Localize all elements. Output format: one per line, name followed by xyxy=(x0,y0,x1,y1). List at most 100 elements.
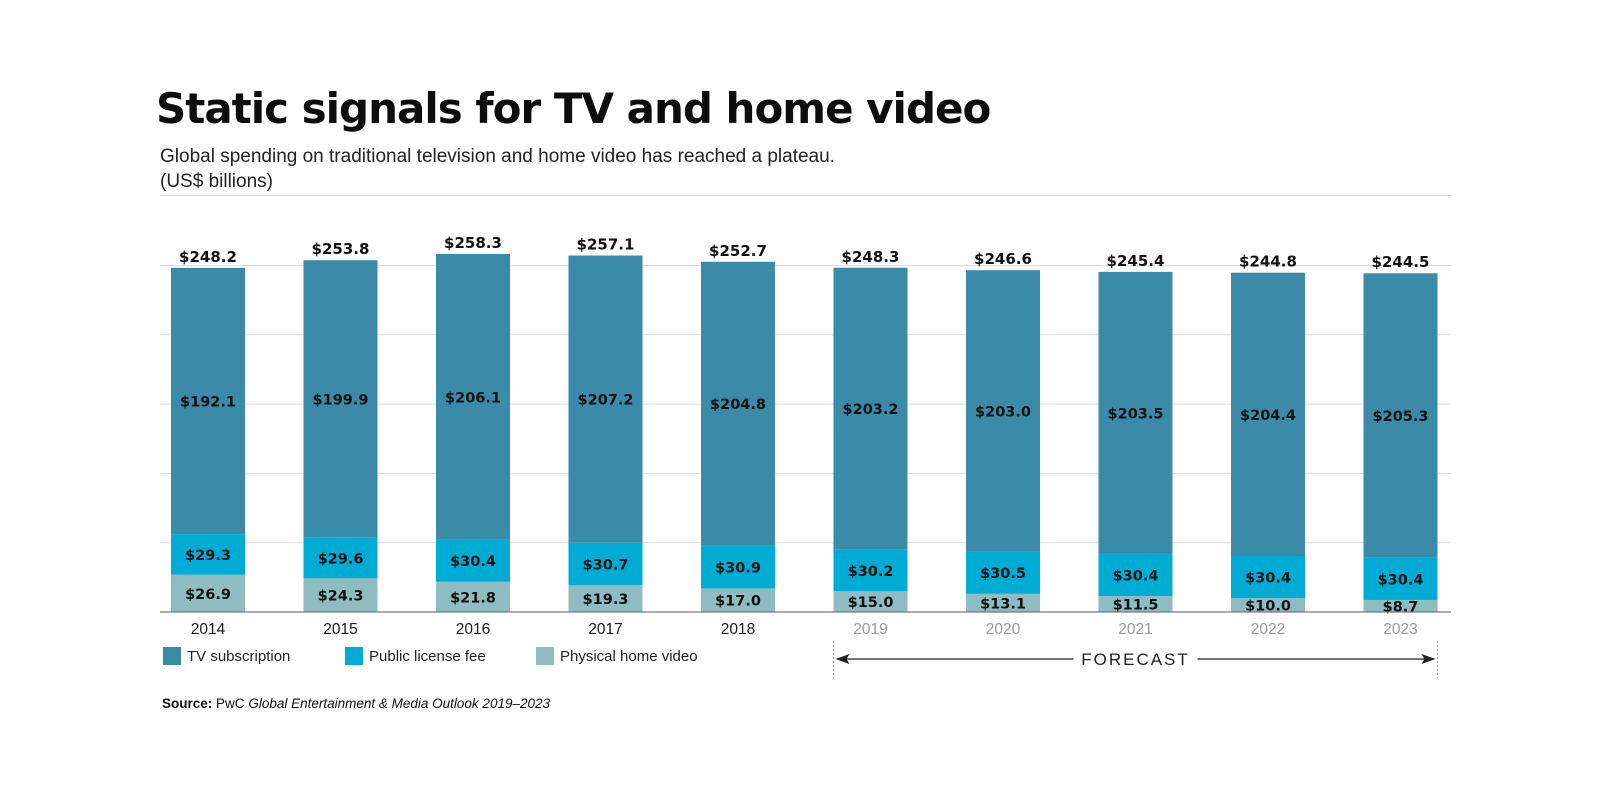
data-label: $21.8 xyxy=(450,590,496,606)
data-label: $204.4 xyxy=(1240,408,1296,424)
x-tick-label: 2023 xyxy=(1383,621,1417,638)
bar-segment xyxy=(1098,271,1173,554)
total-label: $245.4 xyxy=(1107,252,1165,270)
bar-segment xyxy=(568,542,643,586)
bar-segment xyxy=(1363,557,1438,600)
data-label: $203.5 xyxy=(1108,406,1164,422)
bar-segment xyxy=(568,585,643,612)
bar-segment xyxy=(1363,273,1438,558)
data-label: $30.5 xyxy=(980,566,1026,582)
bar-segment xyxy=(1098,553,1173,597)
legend-swatch-tv-subscription xyxy=(163,647,181,665)
source-publication: Global Entertainment & Media Outlook 201… xyxy=(248,696,551,711)
data-label: $17.0 xyxy=(715,594,761,610)
bar-segment xyxy=(966,593,1040,612)
data-label: $30.4 xyxy=(1378,572,1424,588)
data-label: $30.4 xyxy=(1113,568,1159,584)
source-note: Source: PwC Global Entertainment & Media… xyxy=(162,696,550,711)
arrow-left-icon xyxy=(835,654,850,664)
subtitle-line-1: Global spending on traditional televisio… xyxy=(160,146,835,167)
data-label: $30.4 xyxy=(1245,571,1291,587)
bar-segment xyxy=(436,539,510,582)
legend-swatch-public-license-fee xyxy=(345,647,363,665)
bar-segment xyxy=(833,591,908,612)
forecast-label: FORECAST xyxy=(1081,650,1190,669)
data-label: $8.7 xyxy=(1383,599,1419,615)
legend-item-tv-subscription: TV subscription xyxy=(163,647,290,665)
bar-segment xyxy=(701,588,775,612)
source-label: Source: xyxy=(162,696,213,711)
data-label: $30.4 xyxy=(450,554,496,570)
data-label: $203.2 xyxy=(843,402,899,418)
bar-segment xyxy=(171,574,245,612)
bar-segment xyxy=(1231,556,1305,599)
x-tick-label: 2019 xyxy=(853,621,887,638)
data-label: $11.5 xyxy=(1113,598,1159,614)
total-label: $248.3 xyxy=(842,248,900,266)
legend-item-public-license-fee: Public license fee xyxy=(345,647,486,665)
data-label: $199.9 xyxy=(313,392,369,408)
bar-segment xyxy=(171,534,245,575)
legend-label-physical-home-video: Physical home video xyxy=(560,647,698,665)
bar-segment xyxy=(568,255,643,543)
header-divider xyxy=(160,195,1451,196)
x-tick-label: 2015 xyxy=(323,621,357,638)
bar-segment xyxy=(966,551,1040,594)
legend-swatch-physical-home-video xyxy=(536,647,554,665)
chart-subtitle: Global spending on traditional televisio… xyxy=(160,144,1060,194)
data-label: $206.1 xyxy=(445,390,501,406)
bar-segment xyxy=(1231,272,1305,557)
bar-segment xyxy=(1098,596,1173,612)
data-label: $204.8 xyxy=(710,397,766,413)
data-label: $30.7 xyxy=(583,557,629,573)
bar-segment xyxy=(701,261,775,546)
total-label: $258.3 xyxy=(444,234,502,252)
bar-segment xyxy=(966,270,1040,552)
data-label: $19.3 xyxy=(583,592,629,608)
source-publisher: PwC xyxy=(216,696,245,711)
data-label: $29.6 xyxy=(318,551,364,567)
total-label: $257.1 xyxy=(577,236,635,254)
data-label: $192.1 xyxy=(180,394,236,410)
bar-segment xyxy=(171,267,245,535)
x-tick-label: 2020 xyxy=(986,621,1021,638)
bar-segment xyxy=(701,545,775,589)
data-label: $26.9 xyxy=(185,587,231,603)
data-label: $203.0 xyxy=(975,404,1031,420)
chart-title: Static signals for TV and home video xyxy=(156,84,991,133)
data-label: $24.3 xyxy=(318,589,364,605)
data-label: $13.1 xyxy=(980,596,1026,612)
legend-label-public-license-fee: Public license fee xyxy=(369,647,486,665)
total-label: $244.5 xyxy=(1372,253,1430,271)
arrow-right-icon xyxy=(1421,654,1436,664)
total-label: $246.6 xyxy=(974,250,1032,268)
data-label: $30.9 xyxy=(715,561,761,577)
data-label: $207.2 xyxy=(578,393,634,409)
bar-segment xyxy=(833,267,908,550)
x-tick-label: 2014 xyxy=(191,621,226,638)
legend-label-tv-subscription: TV subscription xyxy=(187,647,291,665)
x-tick-label: 2022 xyxy=(1251,621,1285,638)
total-label: $244.8 xyxy=(1239,253,1297,271)
data-label: $30.2 xyxy=(848,564,894,580)
x-tick-label: 2017 xyxy=(588,621,622,638)
x-tick-label: 2018 xyxy=(721,621,755,638)
bar-segment xyxy=(303,578,378,612)
x-tick-label: 2016 xyxy=(456,621,490,638)
total-label: $252.7 xyxy=(709,242,767,260)
total-label: $248.2 xyxy=(179,248,237,266)
data-label: $15.0 xyxy=(848,595,894,611)
bar-segment xyxy=(833,549,908,592)
bar-segment xyxy=(1231,598,1305,612)
total-label: $253.8 xyxy=(312,240,370,258)
data-label: $29.3 xyxy=(185,548,231,564)
bar-segment xyxy=(303,537,378,579)
data-label: $10.0 xyxy=(1245,599,1291,615)
legend-item-physical-home-video: Physical home video xyxy=(536,647,698,665)
bar-segment xyxy=(436,253,510,540)
bar-segment xyxy=(1363,599,1438,612)
bar-segment xyxy=(303,260,378,538)
subtitle-line-2: (US$ billions) xyxy=(160,171,273,192)
bar-segment xyxy=(436,581,510,612)
